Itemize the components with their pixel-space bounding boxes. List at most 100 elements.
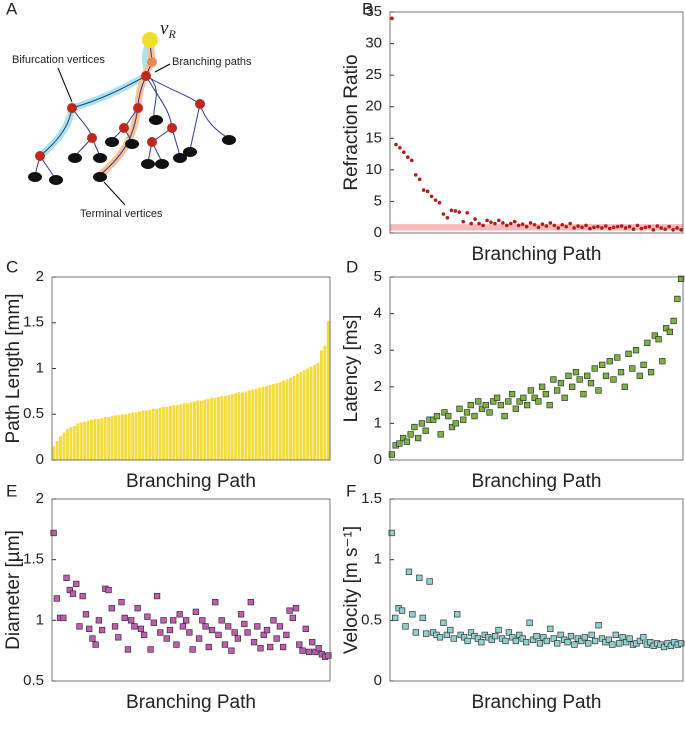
- bar: [196, 400, 200, 460]
- point: [675, 226, 679, 230]
- point: [544, 224, 549, 228]
- point: [554, 387, 561, 394]
- bar: [69, 427, 73, 460]
- panel-label: F: [346, 481, 356, 500]
- bar: [247, 390, 251, 460]
- point: [409, 611, 416, 618]
- panel-label: B: [362, 0, 373, 18]
- point: [433, 198, 438, 202]
- bar: [278, 382, 282, 460]
- bifurcation-vertices: [35, 71, 205, 161]
- point: [481, 223, 485, 228]
- point: [602, 372, 610, 379]
- point: [447, 626, 454, 634]
- point: [66, 586, 73, 594]
- y-tick-label: 2: [36, 268, 44, 285]
- point: [147, 646, 154, 653]
- point: [679, 228, 683, 232]
- y-tick-label: 1: [374, 551, 382, 568]
- point: [528, 221, 533, 225]
- point: [526, 619, 533, 626]
- point: [636, 372, 643, 379]
- point: [655, 336, 662, 343]
- point: [108, 605, 115, 612]
- point: [666, 328, 674, 336]
- point: [678, 640, 685, 647]
- axes-frame: [51, 498, 331, 682]
- point: [615, 224, 620, 229]
- point: [412, 629, 420, 636]
- point: [540, 222, 545, 226]
- bar: [186, 403, 190, 460]
- bar: [271, 384, 275, 460]
- point: [254, 623, 261, 630]
- point: [448, 423, 456, 431]
- point: [660, 643, 668, 651]
- point: [659, 226, 664, 230]
- bar: [213, 397, 217, 460]
- point: [527, 387, 535, 394]
- point: [452, 420, 459, 427]
- point: [659, 358, 666, 365]
- point: [208, 626, 216, 634]
- point: [482, 401, 489, 409]
- point: [413, 173, 418, 177]
- point: [640, 634, 647, 641]
- point: [98, 626, 106, 634]
- bar: [158, 407, 162, 460]
- point: [463, 409, 471, 416]
- point: [619, 634, 626, 641]
- point: [411, 423, 418, 431]
- bar: [251, 389, 255, 460]
- point: [309, 639, 316, 646]
- root-subscript: R: [167, 27, 176, 41]
- point: [523, 401, 531, 409]
- point: [647, 639, 654, 646]
- point: [532, 222, 537, 227]
- point: [263, 626, 271, 634]
- y-tick-label: 0.5: [23, 672, 44, 689]
- point: [622, 639, 630, 646]
- bar: [66, 428, 69, 460]
- y-tick-label: 0: [374, 672, 382, 689]
- bar: [52, 446, 56, 460]
- point: [505, 398, 512, 405]
- point: [53, 595, 60, 602]
- bar: [302, 370, 306, 460]
- bar: [172, 405, 176, 460]
- point: [421, 188, 426, 192]
- bar: [241, 392, 244, 460]
- point: [144, 613, 151, 620]
- y-tick-label: 35: [365, 3, 382, 20]
- bar: [131, 412, 135, 460]
- point: [89, 635, 96, 642]
- point: [150, 619, 157, 626]
- bar: [237, 392, 241, 460]
- bar: [144, 410, 148, 460]
- bar: [309, 366, 313, 460]
- point: [636, 637, 644, 645]
- point: [524, 224, 529, 229]
- point: [417, 177, 422, 182]
- point: [509, 634, 516, 641]
- point: [189, 646, 196, 653]
- point: [647, 224, 652, 229]
- point: [153, 592, 161, 600]
- point: [595, 387, 602, 394]
- panel-label: D: [346, 257, 358, 276]
- point: [443, 631, 451, 639]
- y-axis-label: Latency [ms]: [341, 315, 362, 423]
- point: [440, 619, 447, 626]
- point: [655, 224, 660, 228]
- bar: [299, 372, 303, 460]
- point: [296, 641, 303, 648]
- point: [473, 217, 477, 221]
- point: [399, 434, 407, 442]
- point: [234, 635, 242, 642]
- point: [325, 652, 332, 659]
- point: [512, 637, 519, 645]
- point: [516, 631, 523, 639]
- point: [557, 631, 564, 639]
- point: [671, 228, 675, 232]
